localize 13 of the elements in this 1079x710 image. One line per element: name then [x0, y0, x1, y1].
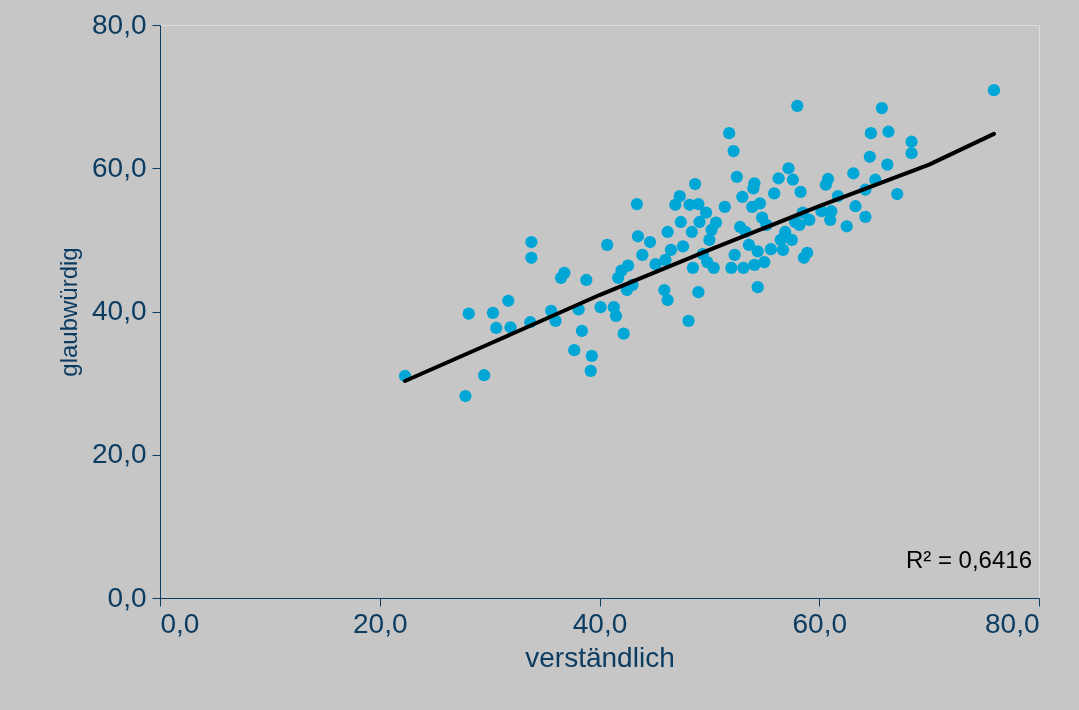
x-axis-title: verständlich: [525, 641, 675, 673]
y-tick-label: 20,0: [92, 438, 147, 470]
y-tick-label: 60,0: [92, 151, 147, 183]
y-tick-label: 40,0: [92, 295, 147, 326]
x-tick-label: 60,0: [792, 607, 847, 639]
x-tick-label: 40,0: [572, 607, 628, 639]
y-tick-label: 0,0: [107, 581, 147, 613]
annotation: R² = 0,6416: [905, 546, 1032, 573]
x-tick-label: 0,0: [160, 607, 200, 639]
y-tick-label: 80,0: [92, 8, 147, 40]
y-axis-title: glaubwürdig: [55, 247, 82, 377]
x-tick-label: 20,0: [353, 607, 408, 639]
x-tick-label: 80,0: [985, 607, 1040, 639]
